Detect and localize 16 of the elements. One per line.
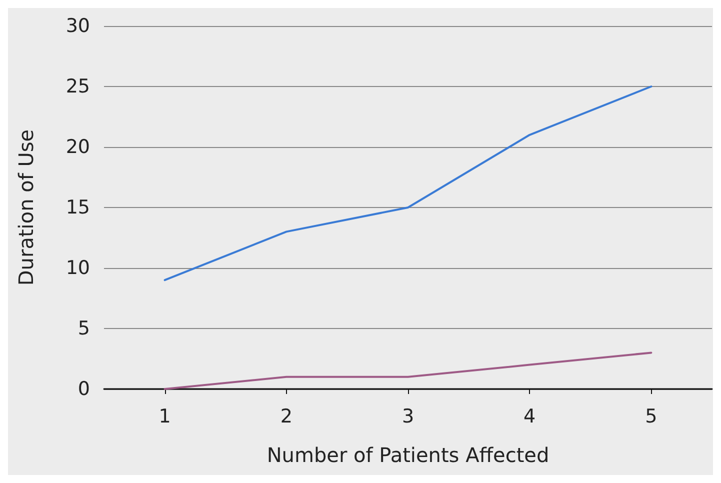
- x-tick-label: 5: [645, 406, 658, 428]
- y-tick-label: 20: [66, 136, 90, 158]
- y-tick-label: 25: [66, 76, 90, 98]
- line-series: [164, 352, 652, 390]
- y-axis-title: Duration of Use: [14, 129, 38, 286]
- x-tick-label: 4: [524, 406, 536, 428]
- x-axis-title: Number of Patients Affected: [266, 443, 550, 467]
- y-tick-label: 15: [66, 196, 90, 218]
- y-tick-label: 30: [66, 15, 90, 37]
- x-tick-label: 1: [158, 406, 171, 428]
- y-tick-label: 5: [78, 318, 90, 340]
- x-tick-label: 3: [402, 406, 414, 428]
- x-tick-label: 2: [280, 406, 292, 428]
- y-tick-label: 10: [66, 257, 90, 279]
- line-series: [164, 86, 652, 282]
- y-tick-label: 0: [78, 378, 90, 400]
